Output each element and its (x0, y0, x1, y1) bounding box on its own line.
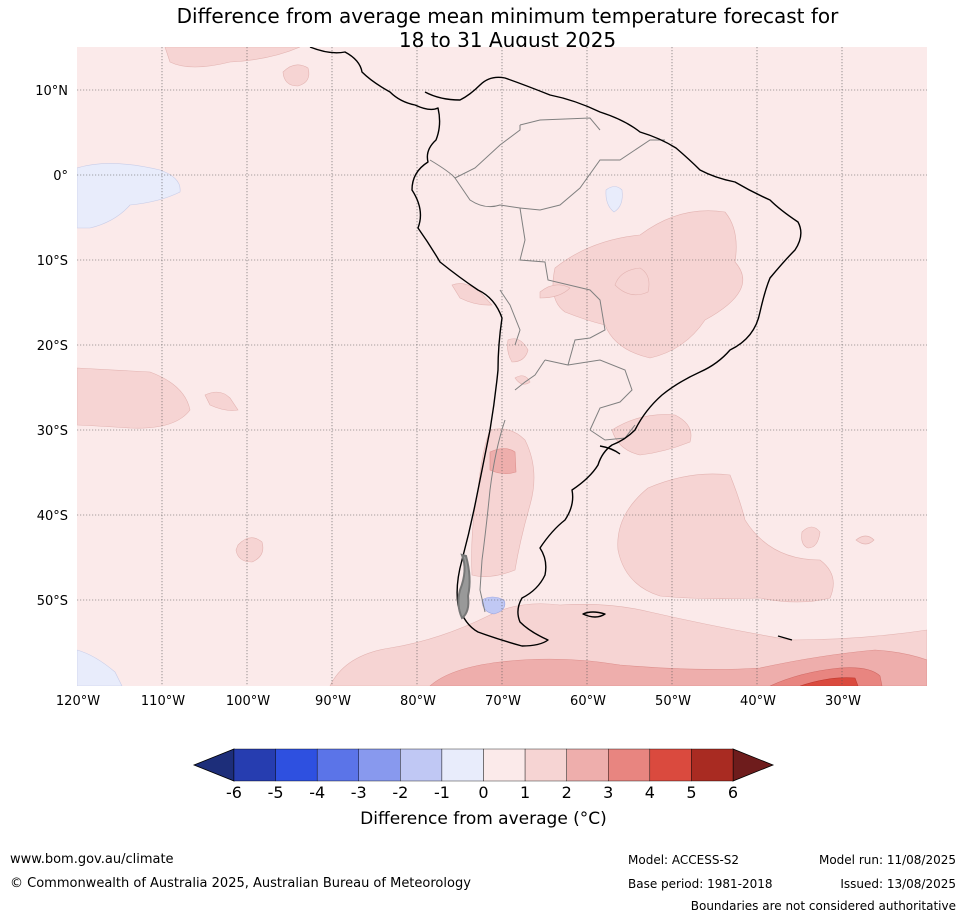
anomaly-region-1-2 (617, 473, 834, 603)
colorbar-bin (691, 748, 734, 782)
anomaly-region-cool (77, 649, 123, 686)
model-run-date: Model run: 11/08/2025 (818, 853, 956, 867)
colorbar-tick-label: 1 (520, 783, 530, 802)
lon-label: 90°W (315, 694, 351, 709)
colorbar-tick-label: -3 (351, 783, 367, 802)
map-title: Difference from average mean minimum tem… (0, 4, 965, 52)
anomaly-region-cool (77, 163, 181, 229)
anomaly-region-1-2 (507, 338, 529, 363)
coastline (309, 47, 802, 647)
lon-label: 50°W (655, 694, 691, 709)
copyright-text: © Commonwealth of Australia 2025, Austra… (10, 876, 471, 891)
boundary-disclaimer: Boundaries are not considered authoritat… (690, 899, 956, 913)
colorbar-tick-label: 4 (645, 783, 655, 802)
anomaly-region-1-2 (514, 375, 531, 385)
lat-label: 0° (53, 169, 68, 184)
colorbar-bins (233, 748, 734, 782)
anomaly-region-cool (481, 596, 506, 615)
colorbar-bin (358, 748, 401, 782)
anomaly-region-1-2 (282, 64, 310, 87)
colorbar-bin (400, 748, 443, 782)
issued-date: Issued: 13/08/2025 (840, 877, 956, 891)
colorbar-tick-label: -6 (226, 783, 242, 802)
anomaly-region-1-2 (855, 535, 875, 545)
lon-label: 120°W (56, 694, 100, 709)
colorbar-bin (316, 748, 359, 782)
lon-label: 40°W (740, 694, 776, 709)
model-name: Model: ACCESS-S2 (628, 853, 740, 867)
colorbar-bin (275, 748, 318, 782)
lat-label: 50°S (37, 594, 68, 609)
colorbar-tick-label: -4 (309, 783, 325, 802)
colorbar-bin (233, 748, 276, 782)
colorbar-tick-label: -1 (434, 783, 450, 802)
anomaly-fill-layer (77, 47, 927, 686)
colorbar-tick-label: 6 (728, 783, 738, 802)
lon-label: 100°W (226, 694, 270, 709)
longitude-labels: 120°W 110°W 100°W 90°W 80°W 70°W 60°W 50… (56, 694, 861, 709)
anomaly-region-1-2 (451, 283, 493, 306)
lon-label: 110°W (141, 694, 185, 709)
colorbar-tick-label: -5 (268, 783, 284, 802)
lat-label: 40°S (37, 509, 68, 524)
anomaly-region-1-2 (539, 284, 571, 299)
anomaly-region-4-5 (799, 677, 859, 686)
anomaly-region-1-2 (204, 391, 239, 411)
base-period: Base period: 1981-2018 (628, 877, 773, 891)
lat-label: 30°S (37, 424, 68, 439)
anomaly-region-2-3 (489, 448, 517, 474)
colorbar: -6 -5 -4 -3 -2 -1 0 1 2 3 4 5 6 (192, 748, 775, 802)
anomaly-region-cool (605, 186, 623, 213)
anomaly-region-1-2 (801, 526, 821, 549)
lon-label: 70°W (485, 694, 521, 709)
lon-label: 30°W (825, 694, 861, 709)
colorbar-bin (566, 748, 609, 782)
chilean-archipelago (457, 553, 471, 620)
colorbar-bin (649, 748, 692, 782)
colorbar-tick-label: 3 (603, 783, 613, 802)
lat-label: 10°S (37, 254, 68, 269)
anomaly-region-1-2 (164, 47, 301, 68)
colorbar-bin (483, 748, 526, 782)
lon-label: 60°W (570, 694, 606, 709)
colorbar-bin (441, 748, 484, 782)
website-link[interactable]: www.bom.gov.au/climate (10, 852, 174, 867)
title-line-1: Difference from average mean minimum tem… (176, 4, 839, 28)
colorbar-title: Difference from average (°C) (360, 809, 607, 829)
colorbar-bin (608, 748, 651, 782)
anomaly-region-1-2 (611, 414, 692, 456)
anomaly-region-1-2 (235, 537, 264, 563)
colorbar-over-arrow (732, 748, 775, 782)
colorbar-tick-label: -2 (392, 783, 408, 802)
colorbar-bin (524, 748, 567, 782)
colorbar-tick-label: 2 (562, 783, 572, 802)
anomaly-region-1-2 (552, 210, 744, 359)
colorbar-under-arrow (192, 748, 235, 782)
lat-label: 20°S (37, 339, 68, 354)
lon-label: 80°W (400, 694, 436, 709)
latitude-labels: 10°N 0° 10°S 20°S 30°S 40°S 50°S (35, 84, 68, 609)
colorbar-tick-label: 5 (686, 783, 696, 802)
country-borders (429, 117, 665, 613)
lat-label: 10°N (35, 84, 68, 99)
colorbar-tick-label: 0 (478, 783, 488, 802)
colorbar-ticks: -6 -5 -4 -3 -2 -1 0 1 2 3 4 5 6 (226, 783, 738, 802)
